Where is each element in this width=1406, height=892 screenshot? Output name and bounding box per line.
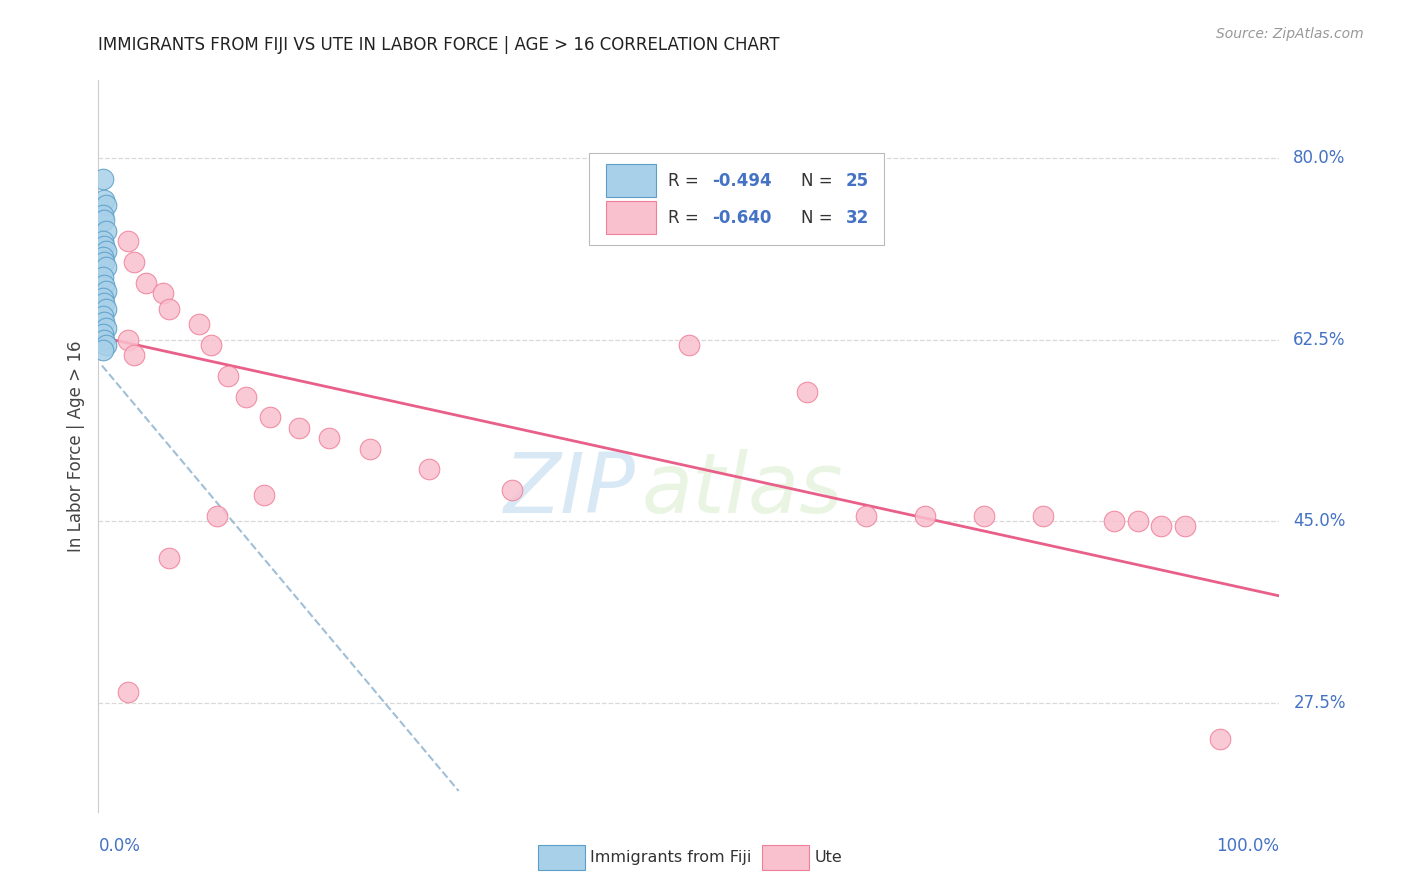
Point [973,509,995,524]
Point [93,296,115,310]
Point [94,198,117,212]
Text: Source: ZipAtlas.com: Source: ZipAtlas.com [1216,27,1364,41]
Text: atlas: atlas [641,450,844,531]
Text: -0.640: -0.640 [713,209,772,227]
Point [93,277,115,292]
Point [91,171,114,186]
Point [94,301,117,316]
Point [94,260,117,274]
Point [135,276,157,290]
Point [94,321,117,335]
Point [117,685,139,699]
Point [253,488,276,502]
Text: 62.5%: 62.5% [1294,331,1346,349]
Text: N =: N = [801,171,838,190]
Point [91,208,114,222]
FancyBboxPatch shape [589,153,884,244]
Point [418,462,440,476]
Text: 45.0%: 45.0% [1294,512,1346,530]
Point [1209,732,1232,747]
Point [91,270,114,285]
Point [91,327,114,342]
Point [157,301,180,316]
Point [914,509,936,524]
Point [152,285,174,300]
Text: R =: R = [668,171,703,190]
Point [94,338,117,352]
Point [122,348,145,362]
Text: 0.0%: 0.0% [98,837,141,855]
Point [91,250,114,264]
Point [1102,514,1125,528]
Point [1126,514,1149,528]
Point [318,431,340,445]
Point [855,509,877,524]
Text: R =: R = [668,209,703,227]
Point [187,317,209,331]
Point [93,255,115,269]
Point [259,410,281,425]
Point [235,390,257,404]
Y-axis label: In Labor Force | Age > 16: In Labor Force | Age > 16 [67,340,86,552]
Text: -0.494: -0.494 [713,171,772,190]
Point [93,333,115,347]
Text: Immigrants from Fiji: Immigrants from Fiji [589,850,751,865]
Point [501,483,523,497]
Point [93,315,115,329]
Point [1150,519,1173,533]
Text: 27.5%: 27.5% [1294,694,1346,712]
Point [678,338,700,352]
Point [1174,519,1197,533]
Point [93,193,115,207]
Point [93,239,115,253]
Point [117,234,139,248]
Text: Ute: Ute [814,850,842,865]
FancyBboxPatch shape [606,201,655,235]
Point [122,255,145,269]
Point [94,224,117,238]
Point [217,368,239,383]
Point [93,213,115,227]
Point [94,244,117,259]
Text: IMMIGRANTS FROM FIJI VS UTE IN LABOR FORCE | AGE > 16 CORRELATION CHART: IMMIGRANTS FROM FIJI VS UTE IN LABOR FOR… [98,36,780,54]
Point [288,421,311,435]
Point [796,384,818,399]
Text: ZIP: ZIP [503,450,636,531]
FancyBboxPatch shape [762,846,810,871]
Text: 100.0%: 100.0% [1216,837,1279,855]
Point [157,550,180,565]
Point [359,442,381,456]
Text: 32: 32 [846,209,869,227]
Text: N =: N = [801,209,838,227]
Point [117,333,139,347]
Point [205,509,228,524]
Text: 80.0%: 80.0% [1294,149,1346,167]
Text: 25: 25 [846,171,869,190]
Point [91,234,114,248]
Point [91,309,114,323]
FancyBboxPatch shape [537,846,585,871]
Point [94,284,117,298]
Point [91,291,114,305]
Point [91,343,114,357]
FancyBboxPatch shape [606,164,655,197]
Point [1032,509,1054,524]
Point [200,338,222,352]
